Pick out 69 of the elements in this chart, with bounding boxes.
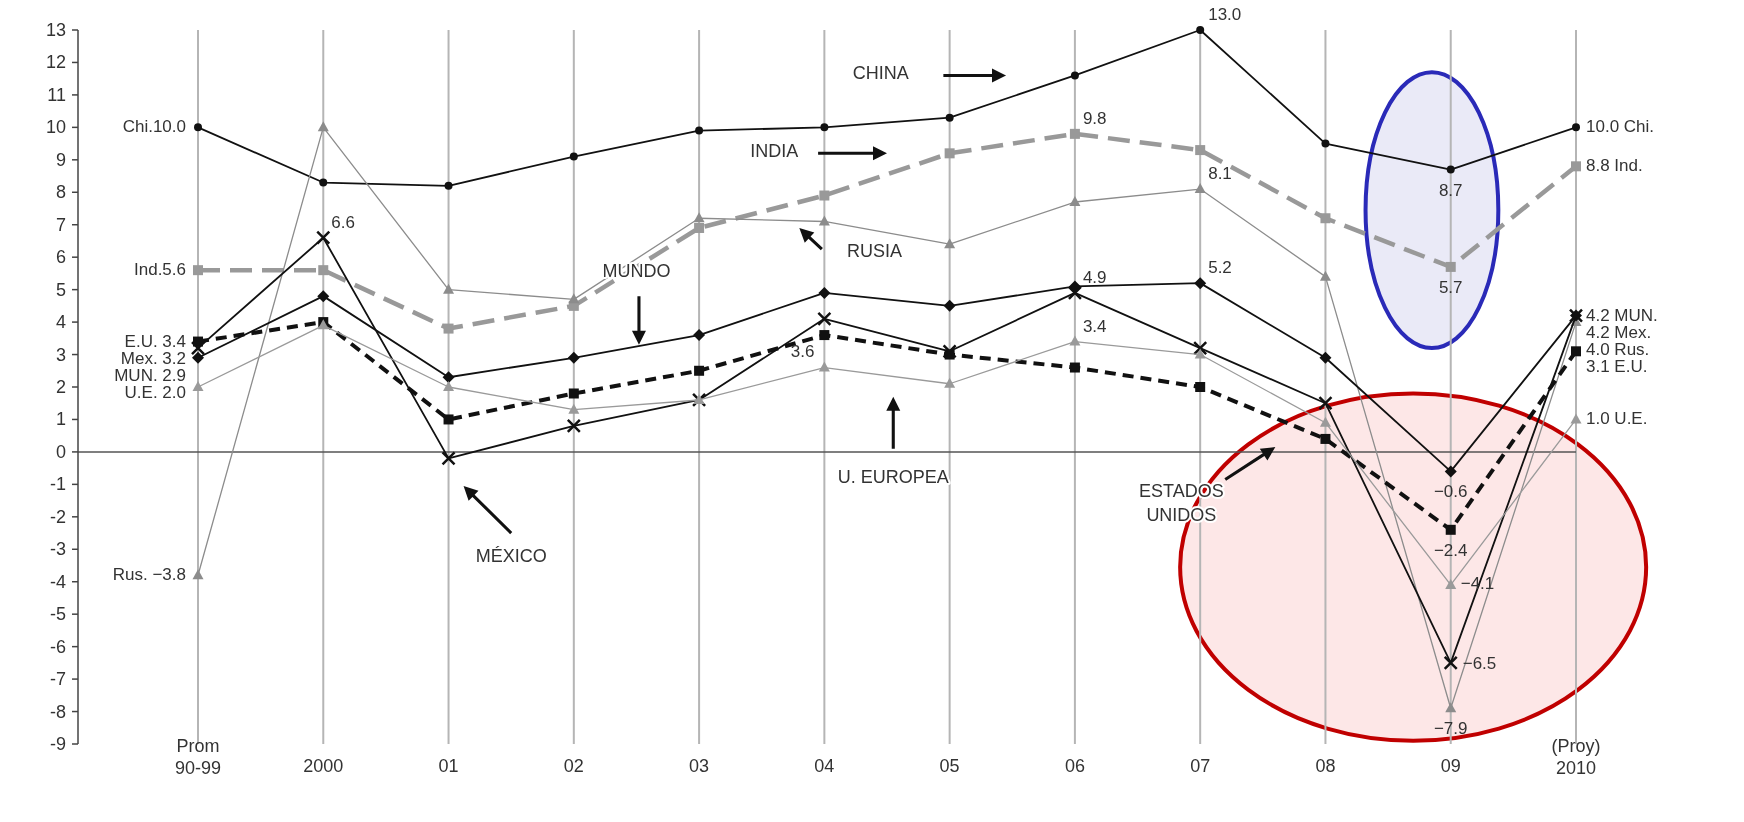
x-tick-label: 03 bbox=[689, 756, 710, 776]
data-label: −6.5 bbox=[1462, 653, 1497, 673]
x-tick-label: 08 bbox=[1315, 756, 1336, 776]
data-label: 4.0 Rus. bbox=[1586, 339, 1650, 359]
data-label: 8.1 bbox=[1208, 164, 1232, 184]
y-tick-label: 3 bbox=[55, 344, 66, 365]
data-label: 10.0 Chi. bbox=[1586, 117, 1655, 137]
y-tick-label: -2 bbox=[49, 506, 66, 527]
x-tick-label: 04 bbox=[814, 756, 835, 776]
y-tick-label: 10 bbox=[45, 117, 66, 138]
annotation: MUNDO bbox=[602, 260, 671, 281]
annotation: RUSIA bbox=[846, 241, 902, 262]
x-tick-label: 06 bbox=[1064, 756, 1085, 776]
y-tick-label: 7 bbox=[55, 214, 66, 235]
data-label: E.U. 3.4 bbox=[124, 331, 186, 351]
y-tick-label: -5 bbox=[49, 604, 66, 625]
data-label: −2.4 bbox=[1433, 540, 1468, 560]
data-label: −0.6 bbox=[1433, 482, 1468, 502]
data-label: MUN. 2.9 bbox=[114, 365, 186, 385]
y-tick-label: -8 bbox=[49, 701, 66, 722]
data-label: 3.6 bbox=[790, 342, 815, 362]
y-tick-label: -1 bbox=[49, 474, 66, 495]
data-label: 4.9 bbox=[1082, 267, 1107, 287]
data-label: 4.2 Mex. bbox=[1586, 322, 1652, 342]
data-label: Rus. −3.8 bbox=[112, 565, 186, 585]
x-tick-label: 07 bbox=[1190, 756, 1211, 776]
y-tick-label: 12 bbox=[45, 52, 66, 73]
data-label: 8.8 Ind. bbox=[1586, 156, 1643, 176]
annotation: U. EUROPEA bbox=[837, 466, 949, 487]
data-label: 4.2 MUN. bbox=[1586, 305, 1658, 325]
y-tick-label: -6 bbox=[49, 636, 66, 657]
y-tick-label: 13 bbox=[45, 20, 66, 40]
y-tick-label: 6 bbox=[55, 247, 66, 268]
y-tick-label: 9 bbox=[55, 149, 66, 170]
y-tick-label: -3 bbox=[49, 539, 66, 560]
data-label: 5.7 bbox=[1438, 277, 1463, 297]
data-label: Mex. 3.2 bbox=[120, 348, 186, 368]
data-label: 13.0 bbox=[1208, 5, 1242, 24]
y-tick-label: 5 bbox=[55, 279, 66, 300]
data-label: 3.1 E.U. bbox=[1586, 356, 1648, 376]
y-tick-label: -4 bbox=[49, 571, 66, 592]
y-tick-label: 1 bbox=[55, 409, 66, 430]
data-label: 8.7 bbox=[1438, 180, 1463, 200]
data-label: 1.0 U.E. bbox=[1586, 409, 1648, 429]
x-tick-label: 02 bbox=[563, 756, 584, 776]
data-label: −7.9 bbox=[1433, 719, 1468, 739]
data-label: 9.8 bbox=[1082, 108, 1107, 128]
data-label: 6.6 bbox=[331, 212, 355, 232]
data-label: Ind.5.6 bbox=[134, 260, 186, 280]
annotation: INDIA bbox=[750, 140, 799, 161]
x-tick-label: Prom 90-99 bbox=[174, 736, 222, 778]
y-tick-label: -7 bbox=[49, 669, 66, 690]
x-tick-label: (Proy) 2010 bbox=[1551, 736, 1601, 778]
y-tick-label: -9 bbox=[49, 734, 66, 754]
x-tick-label: 01 bbox=[438, 756, 459, 776]
y-tick-label: 4 bbox=[55, 312, 66, 333]
y-tick-label: 0 bbox=[55, 441, 66, 462]
data-label: 3.4 bbox=[1082, 316, 1107, 336]
data-label: U.E. 2.0 bbox=[124, 382, 186, 402]
y-tick-label: 8 bbox=[55, 182, 66, 203]
annotation: MÉXICO bbox=[475, 546, 547, 567]
y-tick-label: 11 bbox=[47, 84, 66, 105]
data-label: 5.2 bbox=[1208, 258, 1232, 278]
data-label: Chi.10.0 bbox=[122, 117, 186, 137]
annotation: CHINA bbox=[852, 62, 909, 83]
x-tick-label: 05 bbox=[939, 756, 960, 776]
y-tick-label: 2 bbox=[55, 377, 66, 397]
x-tick-label: 09 bbox=[1440, 756, 1461, 776]
x-tick-label: 2000 bbox=[303, 756, 344, 776]
